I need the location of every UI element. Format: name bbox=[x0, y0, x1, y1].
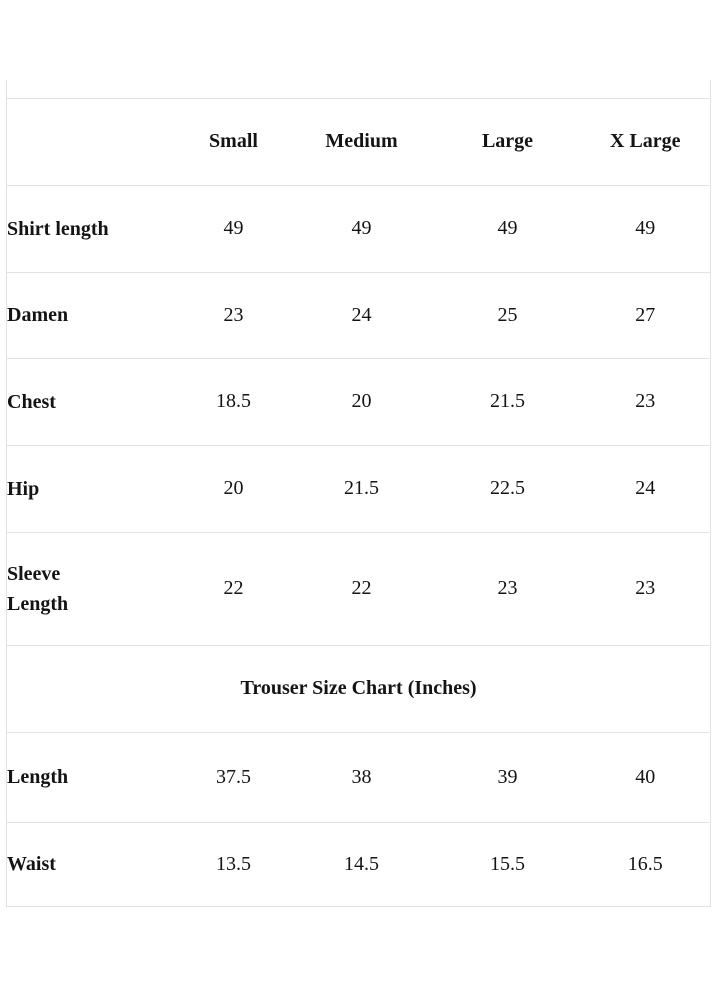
cell-value: 38 bbox=[351, 765, 372, 788]
row-label: Sleeve Length bbox=[7, 532, 179, 645]
cell-value: 23 bbox=[497, 577, 518, 599]
size-chart-table: Small Medium Large X Large Shirt length … bbox=[6, 80, 712, 907]
cell-value: 16.5 bbox=[627, 852, 663, 875]
cell-value: 24 bbox=[635, 477, 656, 499]
row-label-text: Sleeve Length bbox=[7, 562, 69, 615]
cell-value: 20 bbox=[351, 390, 372, 412]
column-header-large: Large bbox=[481, 130, 534, 152]
cell-value: 23 bbox=[223, 303, 244, 326]
cell-value: 49 bbox=[351, 217, 372, 239]
cell-value: 22 bbox=[351, 577, 372, 599]
shirt-length-row: Shirt length 49 49 49 49 bbox=[6, 185, 711, 272]
sleeve-length-row: Sleeve Length 22 22 23 23 bbox=[6, 532, 711, 645]
cell-value: 20 bbox=[223, 477, 244, 499]
cell-value: 37.5 bbox=[216, 765, 251, 788]
cell-value: 49 bbox=[497, 217, 518, 239]
cell-value: 49 bbox=[635, 217, 656, 239]
column-header-x-large: X Large bbox=[610, 130, 681, 152]
size-header-row: Small Medium Large X Large bbox=[6, 98, 711, 185]
waist-row: Waist 13.5 14.5 15.5 16.5 bbox=[6, 822, 711, 906]
row-label: Chest bbox=[7, 358, 179, 445]
trouser-section-header-row: Trouser Size Chart (Inches) bbox=[6, 645, 711, 732]
size-chart: Small Medium Large X Large Shirt length … bbox=[6, 80, 712, 907]
cell-value: 40 bbox=[635, 765, 656, 788]
row-label: Hip bbox=[7, 445, 179, 532]
row-label: Waist bbox=[7, 822, 179, 906]
column-header-small: Small bbox=[209, 130, 258, 152]
spacer-cell bbox=[7, 80, 711, 98]
length-row: Length 37.5 38 39 40 bbox=[6, 732, 711, 822]
corner-cell bbox=[7, 98, 179, 185]
section-header: Trouser Size Chart (Inches) bbox=[240, 677, 477, 699]
cell-value: 23 bbox=[635, 577, 656, 599]
chest-row: Chest 18.5 20 21.5 23 bbox=[6, 358, 711, 445]
cell-value: 22 bbox=[223, 577, 244, 599]
hip-row: Hip 20 21.5 22.5 24 bbox=[6, 445, 711, 532]
damen-row: Damen 23 24 25 27 bbox=[6, 272, 711, 358]
spacer-row bbox=[6, 80, 711, 98]
cell-value: 22.5 bbox=[490, 477, 525, 499]
cell-value: 21.5 bbox=[344, 477, 379, 499]
cell-value: 23 bbox=[635, 390, 656, 412]
cell-value: 49 bbox=[223, 217, 244, 239]
cell-value: 14.5 bbox=[344, 852, 379, 875]
row-label-text: Shirt length bbox=[7, 217, 109, 240]
row-label: Shirt length bbox=[7, 185, 179, 272]
row-label-text: Waist bbox=[7, 853, 56, 875]
cell-value: 39 bbox=[497, 765, 518, 788]
row-label-text: Damen bbox=[7, 304, 69, 326]
row-label: Damen bbox=[7, 272, 179, 358]
row-label-text: Chest bbox=[7, 390, 56, 413]
column-header-medium: Medium bbox=[325, 130, 398, 152]
cell-value: 21.5 bbox=[490, 390, 525, 412]
row-label: Length bbox=[7, 732, 179, 822]
cell-value: 24 bbox=[351, 303, 372, 326]
cell-value: 13.5 bbox=[216, 852, 251, 875]
row-label-text: Length bbox=[7, 766, 69, 788]
cell-value: 15.5 bbox=[490, 852, 525, 875]
row-label-text: Hip bbox=[7, 477, 40, 500]
cell-value: 18.5 bbox=[216, 390, 251, 412]
cell-value: 25 bbox=[497, 303, 518, 326]
cell-value: 27 bbox=[635, 303, 656, 326]
